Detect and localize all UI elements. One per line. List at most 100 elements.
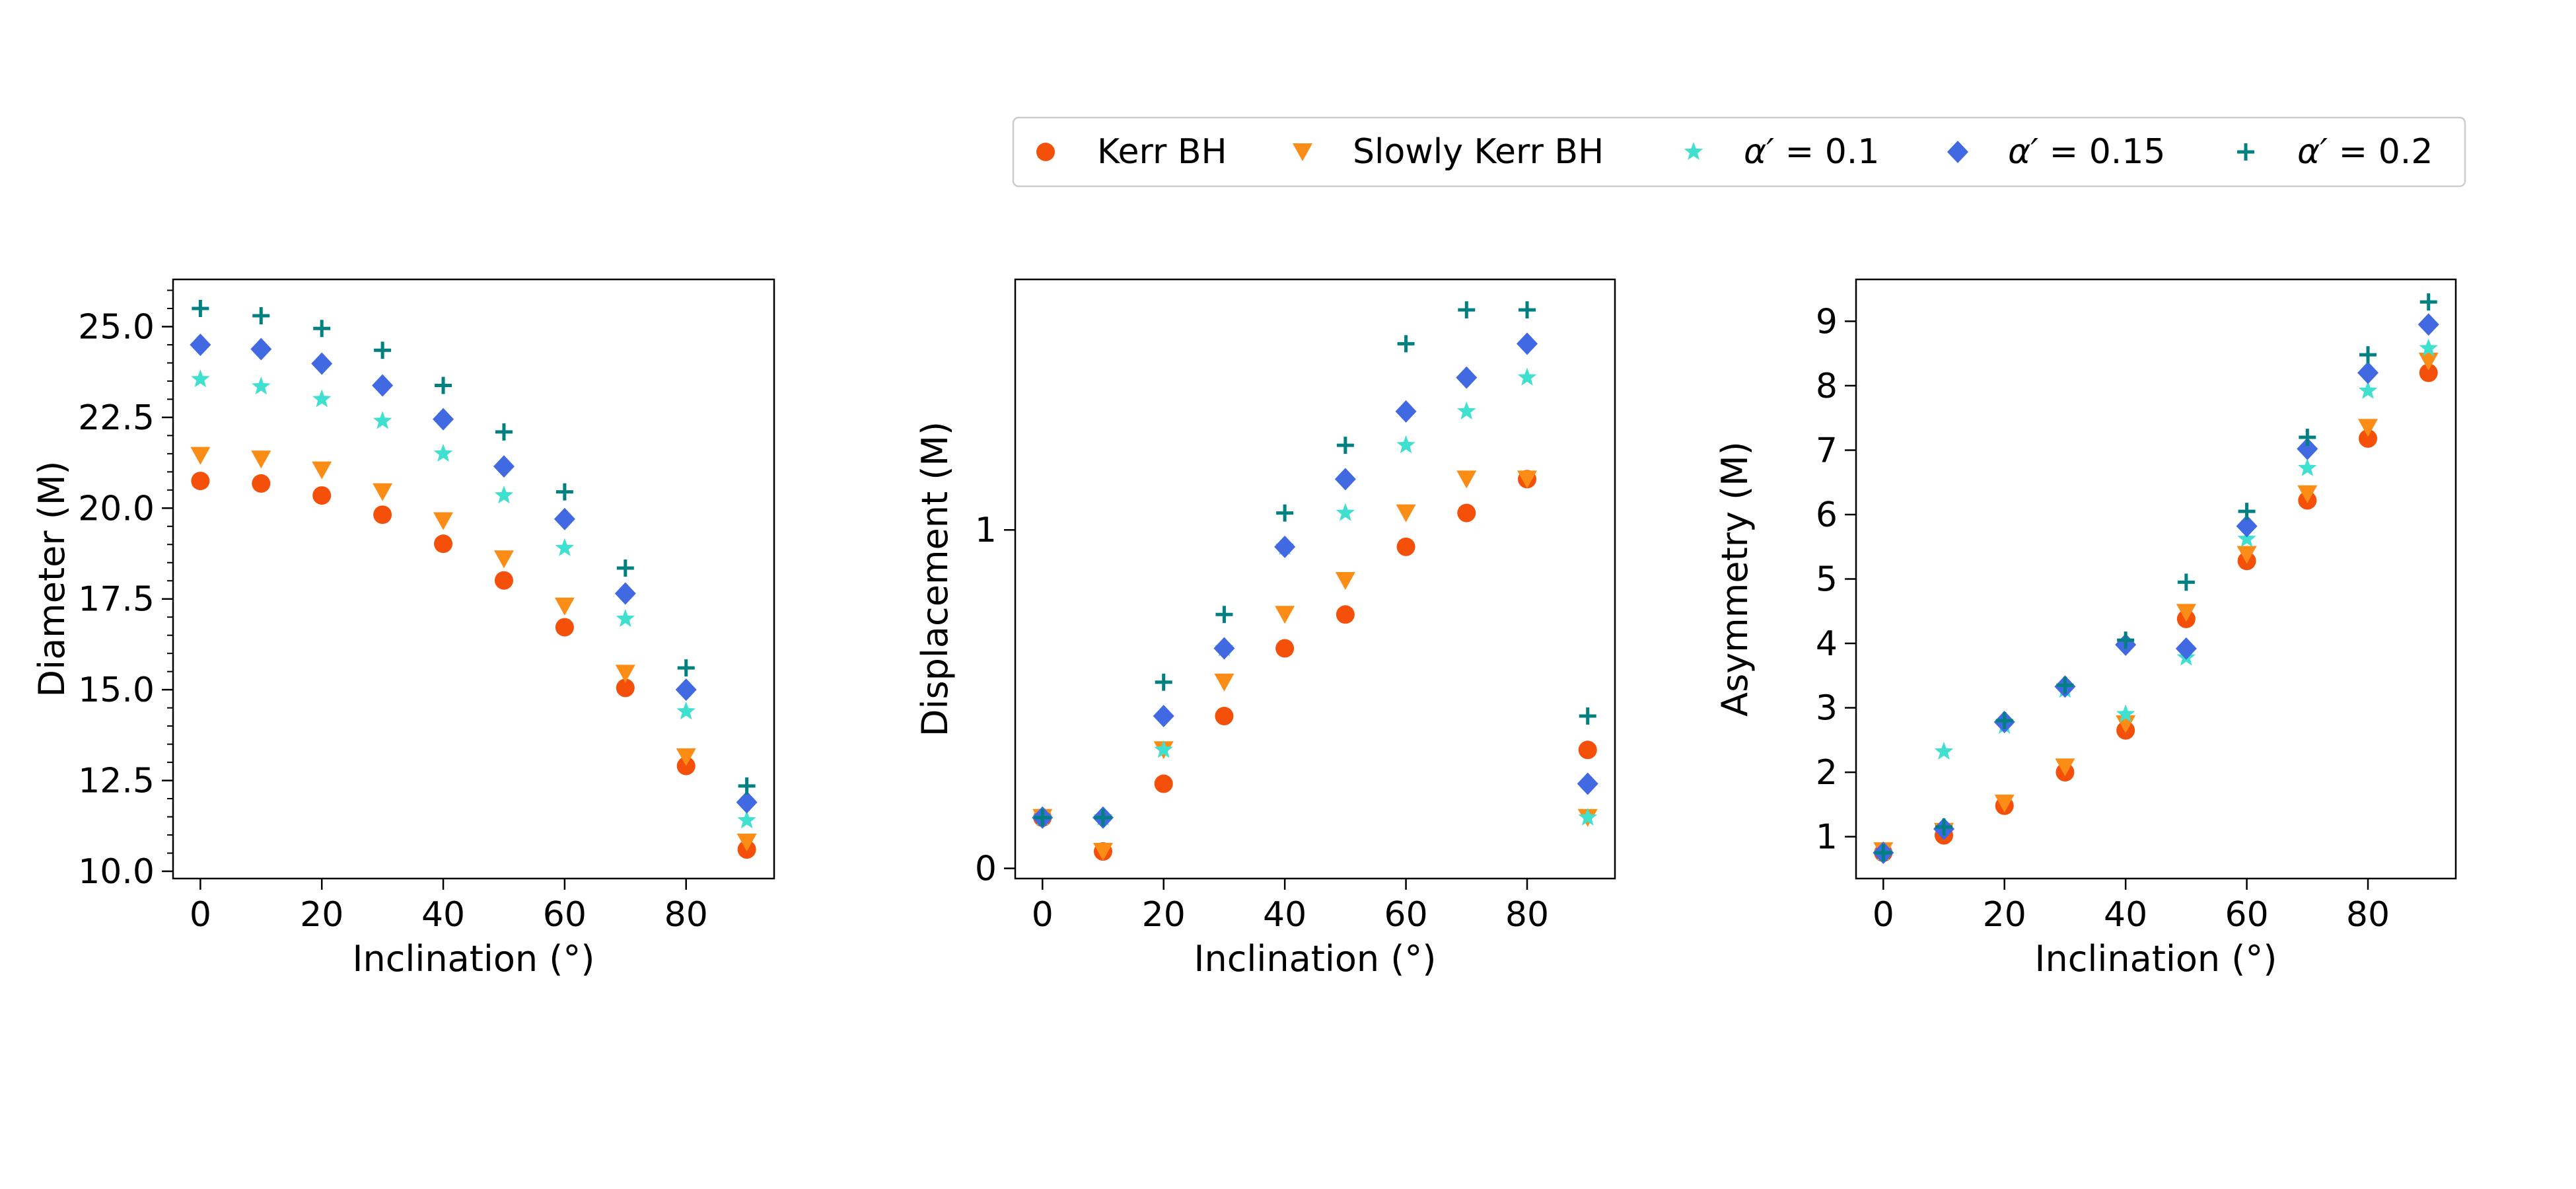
asymmetry-point-a02: [2419, 293, 2437, 311]
diameter-xlabel: Inclination (°): [353, 938, 595, 980]
asymmetry-point-a015: [2175, 637, 2197, 660]
displacement-xlabel: Inclination (°): [1194, 938, 1437, 980]
displacement-point-a015: [1395, 400, 1417, 423]
displacement-point-a015: [1153, 705, 1174, 728]
legend-marker-a01: [1684, 142, 1703, 161]
asymmetry-xtick-label: 40: [2104, 895, 2147, 935]
legend-label-a02: α′ = 0.2: [2297, 132, 2433, 172]
displacement-point-a02: [1579, 707, 1596, 725]
displacement-xtick-label: 80: [1505, 895, 1549, 935]
asymmetry-point-slow: [2418, 352, 2439, 371]
displacement-point-slow: [1456, 470, 1477, 489]
asymmetry-point-kerr: [2359, 429, 2378, 448]
displacement-point-a02: [1034, 809, 1052, 826]
legend-label-slow: Slowly Kerr BH: [1353, 132, 1604, 172]
diameter-point-a015: [736, 791, 758, 814]
displacement-point-kerr: [1275, 639, 1295, 658]
diameter-point-slow: [373, 483, 393, 501]
diameter-point-a01: [555, 538, 575, 556]
displacement-point-slow: [1517, 470, 1538, 489]
displacement-ytick-label: 0: [975, 849, 997, 889]
diameter-ytick-label: 12.5: [78, 762, 155, 801]
asymmetry-point-a02: [1995, 712, 2013, 730]
displacement-point-a01: [1336, 503, 1355, 521]
legend: Kerr BH Slowly Kerr BH α′ = 0.1 α′ = 0.15 α′…: [1012, 116, 2466, 188]
diameter-point-slow: [251, 450, 271, 469]
legend-label-kerr: Kerr BH: [1097, 132, 1227, 172]
displacement-axes-frame: [1014, 278, 1616, 880]
diameter-point-slow: [554, 597, 575, 616]
asymmetry-point-kerr: [2419, 363, 2438, 382]
diameter-point-a01: [312, 389, 332, 408]
diameter-point-a02: [192, 299, 209, 317]
displacement-point-kerr: [1336, 605, 1355, 624]
displacement-xtick-label: 60: [1384, 895, 1427, 935]
legend-greek-a015: α′: [2008, 132, 2038, 172]
diameter-point-a02: [738, 777, 756, 795]
diameter-point-a015: [190, 333, 211, 356]
diameter-point-slow: [433, 512, 454, 530]
diameter-point-kerr: [373, 505, 392, 524]
asymmetry-point-a02: [2056, 676, 2074, 694]
asymmetry-ytick-label: 6: [1816, 495, 1838, 535]
asymmetry-point-a01: [1934, 741, 1954, 760]
asymmetry-point-slow: [2176, 604, 2196, 622]
diameter-point-kerr: [434, 534, 453, 554]
asymmetry-point-a01: [2358, 380, 2378, 399]
asymmetry-xtick-label: 80: [2346, 895, 2390, 935]
asymmetry-point-a01: [2419, 338, 2438, 357]
diameter-ytick-label: 15.0: [78, 670, 155, 710]
displacement-xtick-label: 40: [1263, 895, 1306, 935]
asymmetry-point-a02: [2238, 503, 2256, 521]
displacement-point-slow: [1214, 673, 1234, 692]
diameter-ytick-label: 17.5: [78, 580, 155, 620]
asymmetry-panel: 0 20 40 60 80 1 2 3 4 5 6 7 8 9 Inclination (°) Asymmet…: [1714, 278, 2457, 980]
diameter-ylabel: Diameter (M): [31, 461, 73, 698]
displacement-xtick-label: 20: [1142, 895, 1186, 935]
displacement-point-a02: [1276, 504, 1294, 522]
legend-marker-kerr: [1036, 143, 1055, 161]
asymmetry-point-a015: [2357, 361, 2379, 384]
asymmetry-point-a02: [2359, 346, 2377, 364]
legend-label-a01: α′ = 0.1: [1744, 132, 1879, 172]
displacement-point-a02: [1215, 606, 1233, 624]
diameter-point-a015: [493, 455, 515, 478]
displacement-point-a015: [1213, 637, 1235, 660]
asymmetry-ylabel: Asymmetry (M): [1714, 441, 1756, 717]
displacement-point-kerr: [1396, 537, 1415, 556]
asymmetry-point-a01: [2237, 529, 2256, 548]
diameter-point-slow: [676, 748, 696, 766]
diameter-point-slow: [615, 665, 635, 683]
asymmetry-ytick-label: 1: [1816, 818, 1838, 857]
asymmetry-point-a015: [2417, 313, 2439, 336]
diameter-point-a015: [311, 352, 333, 375]
displacement-point-slow: [1396, 504, 1416, 522]
asymmetry-point-slow: [2236, 546, 2257, 564]
diameter-point-a01: [737, 811, 756, 829]
asymmetry-ytick-label: 2: [1816, 753, 1838, 793]
legend-marker-slow: [1293, 143, 1312, 161]
asymmetry-ytick-label: 4: [1816, 624, 1838, 664]
asymmetry-point-a02: [2117, 631, 2135, 649]
displacement-panel: 0 20 40 60 80 0 1 Inclination (°) Displacement (…: [914, 278, 1616, 980]
legend-value-a02: = 0.2: [2328, 132, 2433, 172]
asymmetry-point-a015: [2297, 437, 2318, 460]
asymmetry-point-a01: [2116, 704, 2135, 723]
legend-value-a01: = 0.1: [1774, 132, 1879, 172]
asymmetry-point-slow: [2055, 758, 2075, 777]
displacement-point-a02: [1397, 335, 1415, 353]
diameter-axes-frame: [172, 278, 775, 880]
diameter-point-slow: [493, 550, 514, 569]
asymmetry-xtick-label: 20: [1983, 895, 2026, 935]
diameter-point-a015: [675, 678, 697, 702]
asymmetry-point-a02: [1875, 844, 1892, 861]
asymmetry-ytick-label: 5: [1816, 560, 1838, 600]
displacement-ytick-label: 1: [975, 511, 997, 550]
diameter-point-slow: [190, 447, 211, 465]
asymmetry-xtick-label: 60: [2225, 895, 2268, 935]
diameter-point-a01: [433, 443, 453, 462]
diameter-xtick-label: 80: [664, 895, 708, 935]
asymmetry-point-a01: [2298, 458, 2317, 476]
diameter-point-a01: [616, 608, 635, 628]
diameter-point-a01: [494, 486, 514, 504]
